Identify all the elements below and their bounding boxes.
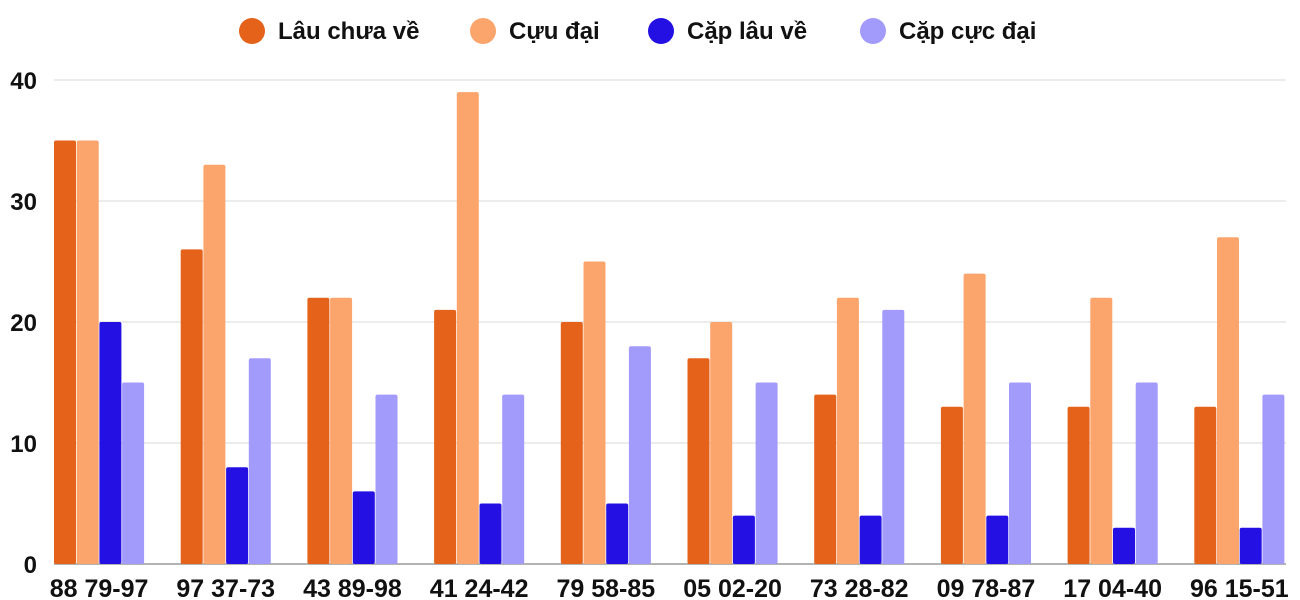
bar (502, 394, 525, 564)
x-tick-label: 43 89-98 (303, 575, 402, 600)
legend-swatch (470, 18, 496, 44)
legend-label: Cặp cực đại (899, 18, 1036, 45)
bar (307, 297, 330, 564)
x-axis: 88 79-97 97 37-73 43 89-98 41 24-42 79 58-85… (50, 575, 1289, 600)
bar (54, 140, 76, 564)
y-tick-label: 0 (24, 552, 37, 579)
x-tick-label: 96 15-51 (1190, 575, 1289, 600)
bar (710, 322, 733, 564)
bar (606, 503, 629, 564)
bars (54, 92, 1285, 565)
bar (560, 322, 583, 564)
bar (434, 309, 457, 564)
bar (1239, 527, 1262, 564)
bar (1067, 406, 1090, 564)
x-tick-label: 88 79-97 (50, 575, 149, 600)
bar (375, 394, 398, 564)
bar (456, 92, 479, 564)
bar (940, 406, 963, 564)
bar (732, 515, 755, 564)
bar (226, 467, 249, 564)
y-tick-label: 20 (10, 310, 37, 337)
x-tick-label: 97 37-73 (176, 575, 275, 600)
bar (479, 503, 502, 564)
x-tick-label: 17 04-40 (1063, 575, 1162, 600)
bar (352, 491, 375, 564)
bar (99, 322, 122, 564)
legend-label: Cựu đại (509, 18, 600, 45)
bar (1113, 527, 1135, 564)
legend-label: Lâu chưa về (278, 18, 419, 45)
legend-swatch (239, 18, 265, 44)
bar (122, 382, 145, 564)
bar (1217, 237, 1239, 565)
bar (1090, 297, 1113, 564)
bar (986, 515, 1009, 564)
x-tick-label: 79 58-85 (556, 575, 655, 600)
legend-item: Cặp cực đại (860, 18, 1036, 45)
bar (203, 164, 226, 564)
x-tick-label: 09 78-87 (937, 575, 1036, 600)
x-tick-label: 41 24-42 (430, 575, 529, 600)
y-tick-label: 10 (10, 431, 37, 458)
bar (1009, 382, 1031, 564)
y-tick-label: 30 (10, 189, 37, 216)
x-tick-label: 05 02-20 (683, 575, 782, 600)
y-axis: 0 10 20 30 40 (10, 68, 37, 579)
legend-swatch (860, 18, 886, 44)
bar (248, 358, 271, 564)
bar (859, 515, 882, 564)
bar (180, 249, 203, 564)
legend-swatch (648, 18, 674, 44)
bar (836, 297, 859, 564)
bar (814, 394, 837, 564)
bar (882, 309, 905, 564)
bar (628, 346, 651, 564)
bar (583, 261, 606, 564)
bar (755, 382, 778, 564)
bar (963, 273, 986, 564)
legend-item: Cặp lâu về (648, 18, 807, 45)
bar (76, 140, 99, 564)
legend: Lâu chưa về Cựu đại Cặp lâu về Cặp cực đại (239, 18, 1036, 45)
y-tick-label: 40 (10, 68, 37, 95)
legend-label: Cặp lâu về (687, 18, 807, 45)
bar (1194, 406, 1217, 564)
bar (330, 297, 353, 564)
legend-item: Lâu chưa về (239, 18, 419, 45)
x-tick-label: 73 28-82 (810, 575, 909, 600)
bar (1262, 394, 1285, 564)
bar (1135, 382, 1158, 564)
legend-item: Cựu đại (470, 18, 600, 45)
bar (687, 358, 710, 564)
